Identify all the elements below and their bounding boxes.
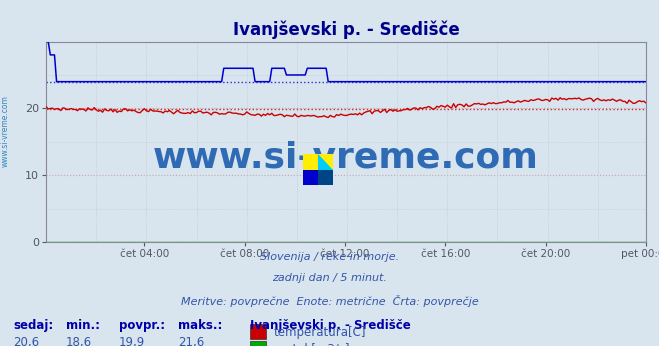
Text: 19,9: 19,9: [119, 336, 145, 346]
Text: temperatura[C]: temperatura[C]: [273, 326, 366, 339]
Text: maks.:: maks.:: [178, 319, 222, 332]
Text: sedaj:: sedaj:: [13, 319, 53, 332]
Title: Ivanjševski p. - Središče: Ivanjševski p. - Središče: [233, 20, 459, 38]
Text: 18,6: 18,6: [66, 336, 92, 346]
FancyBboxPatch shape: [250, 324, 266, 339]
Text: Ivanjševski p. - Središče: Ivanjševski p. - Središče: [250, 319, 411, 332]
Polygon shape: [318, 154, 333, 170]
FancyBboxPatch shape: [250, 341, 266, 346]
Text: www.si-vreme.com: www.si-vreme.com: [153, 141, 539, 175]
Text: min.:: min.:: [66, 319, 100, 332]
Bar: [303, 154, 318, 170]
Polygon shape: [318, 154, 333, 170]
Text: zadnji dan / 5 minut.: zadnji dan / 5 minut.: [272, 273, 387, 283]
Bar: [303, 170, 318, 185]
Text: Slovenija / reke in morje.: Slovenija / reke in morje.: [260, 252, 399, 262]
Text: povpr.:: povpr.:: [119, 319, 165, 332]
Text: Meritve: povprečne  Enote: metrične  Črta: povprečje: Meritve: povprečne Enote: metrične Črta:…: [181, 295, 478, 307]
Bar: [318, 154, 333, 170]
Text: pretok[m3/s]: pretok[m3/s]: [273, 343, 350, 346]
Bar: [318, 170, 333, 185]
Text: www.si-vreme.com: www.si-vreme.com: [1, 95, 10, 167]
Text: 21,6: 21,6: [178, 336, 204, 346]
Text: 20,6: 20,6: [13, 336, 40, 346]
